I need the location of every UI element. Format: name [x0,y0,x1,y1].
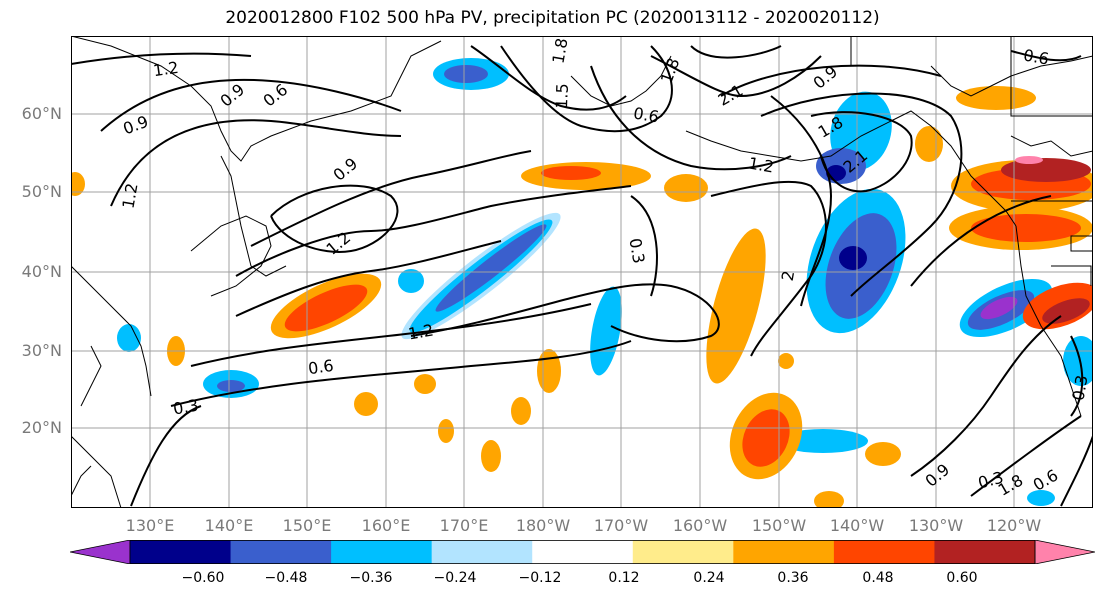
positive-anomalies [65,86,1101,511]
colorbar-svg [69,539,1096,565]
lon-label-140e: 140°E [204,516,254,535]
contour-label: 0.9 [330,154,362,185]
lat-label-30n: 30°N [21,341,62,360]
colorbar-tick: 0.36 [777,570,809,586]
pos-blob-160w [664,174,708,202]
colorbar-tick: −0.12 [518,570,562,586]
pos-blob-oregon-core [971,214,1081,242]
contour-label: 0.3 [172,395,200,418]
neg-blob-140e-core [217,380,245,392]
lon-label-130w: 130°W [908,516,964,535]
colorbar-segment [934,540,1036,564]
pos-blob-155w [706,228,766,384]
pos-blob-sw3 [481,440,501,472]
lon-label-130e: 130°E [125,516,175,535]
lon-label-170w: 170°W [593,516,649,535]
pos-blob-sw1 [537,349,561,393]
contour-label: 2 [778,269,798,282]
lat-label-40n: 40°N [21,262,62,281]
pos-blob-150e [284,284,368,332]
lon-label-150w: 150°W [751,516,807,535]
contour-label: 1.2 [118,182,141,210]
colorbar-tick: −0.36 [349,570,393,586]
graticule [71,36,1093,508]
colorbar-segment [532,540,634,564]
pos-blob-hawaii [742,409,790,467]
pos-blob-gulf-ak [915,126,943,162]
neg-blob-130e [117,324,141,352]
colorbar-tick: −0.24 [433,570,477,586]
pos-blob-bc-peak [1015,156,1043,164]
colorbar-tick: −0.60 [181,570,225,586]
colorbar-tick: 0.48 [862,570,894,586]
negative-anomalies [117,58,1099,506]
lon-label-150e: 150°E [282,516,332,535]
pos-blob-sw9 [778,353,794,369]
lon-label-160e: 160°E [361,516,411,535]
lon-label-160w: 160°W [672,516,728,535]
lat-label-20n: 20°N [21,418,62,437]
colorbar-tick: 0.60 [946,570,978,586]
pos-blob-calif-deep [1042,298,1090,324]
pos-blob-sw7 [865,442,901,466]
colorbar-tick: 0.12 [608,570,640,586]
pos-blob-yukon [956,86,1036,110]
neg-blob-bering-core [444,65,488,83]
colorbar-segment [733,540,835,564]
colorbar-segment [230,540,332,564]
lat-label-50n: 50°N [21,182,62,201]
contour-label: 0.6 [632,103,660,126]
contour-labels: 1.20.9 0.60.91.20.91.21.20.60.31.51.81.80… [118,37,1091,500]
lat-label-60n: 60°N [21,104,62,123]
pos-blob-bc-deep [1001,158,1091,182]
contour-label: 0.9 [217,80,249,111]
coastlines [70,35,1094,509]
neg-blob-170e [398,269,424,293]
colorbar-segment [130,540,232,564]
pos-blob-sw6 [354,392,378,416]
map-canvas: 1.20.9 0.60.91.20.91.21.20.60.31.51.81.80… [65,35,1101,511]
map-panel: 1.2 0.9 0.6 0.9 1.2 0.9 1.2 1.2 0.6 0.3 1.5 1.8 1.8 0… [65,35,1101,511]
lon-label-120w: 120°W [986,516,1042,535]
colorbar-extend-max [1034,539,1096,565]
contour-label: 0.6 [1030,466,1062,495]
colorbar-segment [632,540,734,564]
neg-blob-180-core [435,224,547,312]
colorbar [69,539,1096,565]
contour-label: 0.3 [625,237,648,265]
map-frame [71,36,1093,508]
neg-blob-sw [1027,490,1055,506]
colorbar-frame [129,540,1036,564]
colorbar-tick: 0.24 [693,570,725,586]
contour-label: 0.6 [1022,45,1050,68]
contour-label: 0.3 [1068,374,1091,402]
pos-blob-sw8 [814,491,844,511]
neg-blob-165w [590,286,622,376]
lon-label-170e: 170°E [439,516,489,535]
colorbar-segment [833,540,935,564]
contour-label: 1.5 [552,83,572,109]
pos-blob-aleutian-core [541,166,601,180]
contour-label: 1.8 [548,37,571,65]
colorbar-extend-min [69,539,131,565]
pos-blob-sw4 [438,419,454,443]
pos-blob-sw2 [511,397,531,425]
pv-contours [70,45,1094,507]
neg-blob-baja-deep [980,296,1018,320]
contour-label: 0.6 [307,356,335,378]
colorbar-tick: −0.48 [264,570,308,586]
colorbar-segment [431,540,533,564]
pos-blob-sw5 [414,374,436,394]
contour-label: 0.6 [260,80,292,111]
colorbar-segment [331,540,433,564]
lon-label-180w: 180°W [515,516,571,535]
figure-title: 2020012800 F102 500 hPa PV, precipitatio… [225,8,880,28]
lon-label-140w: 140°W [829,516,885,535]
neg-blob-140w-core [839,246,867,270]
contour-label: 1.2 [407,320,435,343]
contour-label: 1.2 [152,58,180,80]
contour-label: 1.2 [747,153,775,176]
